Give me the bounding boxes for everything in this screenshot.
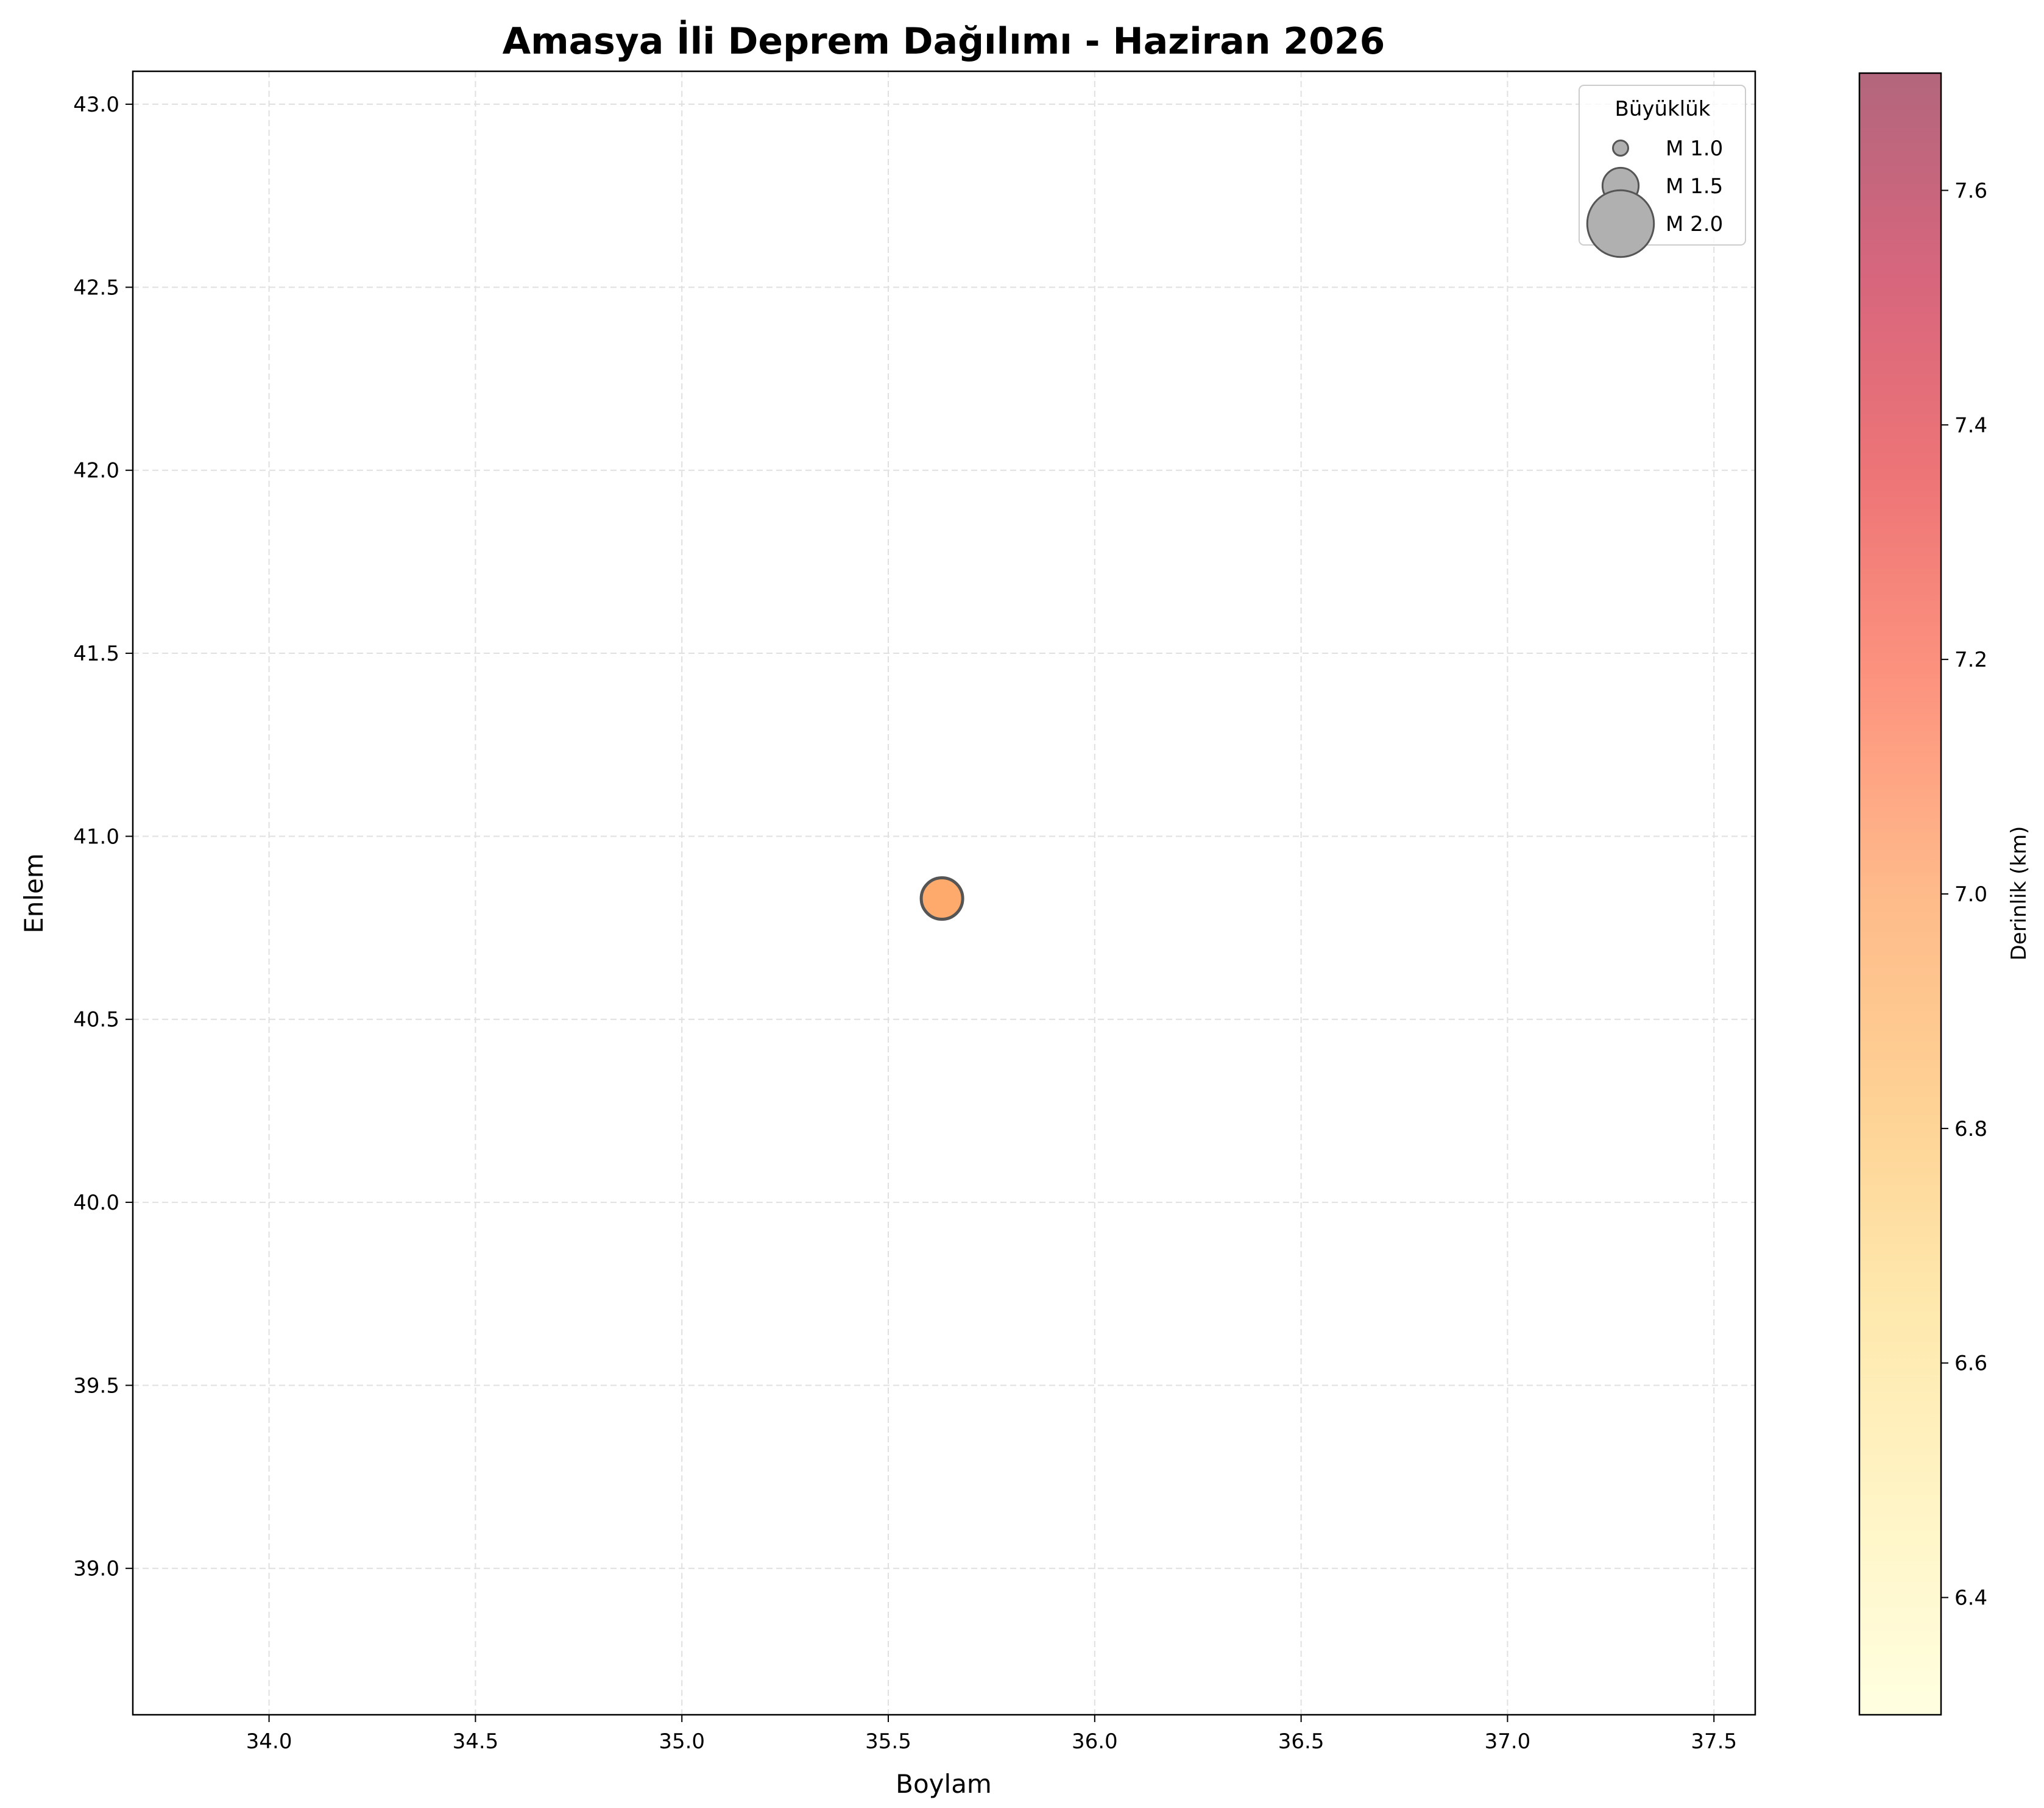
- y-axis-label: Enlem: [19, 853, 49, 934]
- x-tick-label: 35.5: [865, 1729, 911, 1754]
- colorbar-gradient: [1859, 73, 1941, 1715]
- grid: [133, 71, 1755, 1715]
- y-tick-label: 43.0: [73, 93, 119, 117]
- y-tick-label: 40.5: [73, 1008, 119, 1032]
- chart-title: Amasya İli Deprem Dağılımı - Haziran 202…: [503, 19, 1385, 63]
- colorbar-ticks: 6.4 6.6 6.8 7.0 7.2 7.4 7.6: [1941, 179, 1987, 1611]
- x-tick-label: 34.5: [453, 1729, 499, 1754]
- y-tick-label: 42.0: [73, 459, 119, 483]
- y-tick-label: 42.5: [73, 275, 119, 300]
- colorbar-tick-label: 6.8: [1954, 1117, 1987, 1141]
- colorbar-label: Derinlik (km): [2007, 826, 2031, 961]
- colorbar-tick-label: 6.6: [1954, 1352, 1987, 1376]
- x-axis-label: Boylam: [896, 1769, 992, 1799]
- plot-area: 34.0 34.5 35.0 35.5 36.0 36.5 37.0 37.5 39.039.…: [73, 70, 1756, 1754]
- data-points: [919, 876, 964, 921]
- y-tick-label: 41.0: [73, 824, 119, 849]
- x-tick-label: 37.5: [1691, 1729, 1737, 1754]
- colorbar-tick-label: 7.6: [1954, 179, 1987, 203]
- x-tick-label: 34.0: [246, 1729, 292, 1754]
- x-tick-label: 37.0: [1485, 1729, 1531, 1754]
- legend: Büyüklük M 1.0 M 1.5 M 2.0: [1579, 85, 1746, 258]
- legend-marker: [1612, 140, 1629, 157]
- colorbar-tick-label: 7.0: [1954, 882, 1987, 907]
- y-tick-label: 40.0: [73, 1191, 119, 1215]
- legend-label: M 2.0: [1666, 212, 1723, 236]
- x-tick-label: 36.5: [1278, 1729, 1324, 1754]
- colorbar-tick-label: 7.4: [1954, 413, 1987, 438]
- legend-entries: M 1.0 M 1.5 M 2.0: [1586, 136, 1723, 258]
- x-axis-ticks: 34.0 34.5 35.0 35.5 36.0 36.5 37.0 37.5: [246, 1715, 1737, 1754]
- legend-title: Büyüklük: [1615, 97, 1711, 121]
- x-tick-label: 35.0: [659, 1729, 705, 1754]
- colorbar: 6.4 6.6 6.8 7.0 7.2 7.4 7.6 Derinlik (km): [1858, 72, 2031, 1716]
- legend-label: M 1.0: [1666, 136, 1723, 161]
- colorbar-tick-label: 6.4: [1954, 1586, 1987, 1611]
- y-tick-label: 39.5: [73, 1374, 119, 1398]
- x-tick-label: 36.0: [1072, 1729, 1118, 1754]
- y-tick-label: 41.5: [73, 642, 119, 666]
- legend-label: M 1.5: [1666, 174, 1723, 199]
- colorbar-tick-label: 7.2: [1954, 648, 1987, 672]
- earthquake-point: [919, 876, 964, 921]
- legend-marker: [1586, 189, 1655, 258]
- y-tick-label: 39.0: [73, 1557, 119, 1581]
- plot-frame: [132, 70, 1756, 1716]
- y-axis-ticks: 39.0 39.5 40.0 40.5 41.0 41.5 42.0 42.5 43.0: [73, 93, 133, 1581]
